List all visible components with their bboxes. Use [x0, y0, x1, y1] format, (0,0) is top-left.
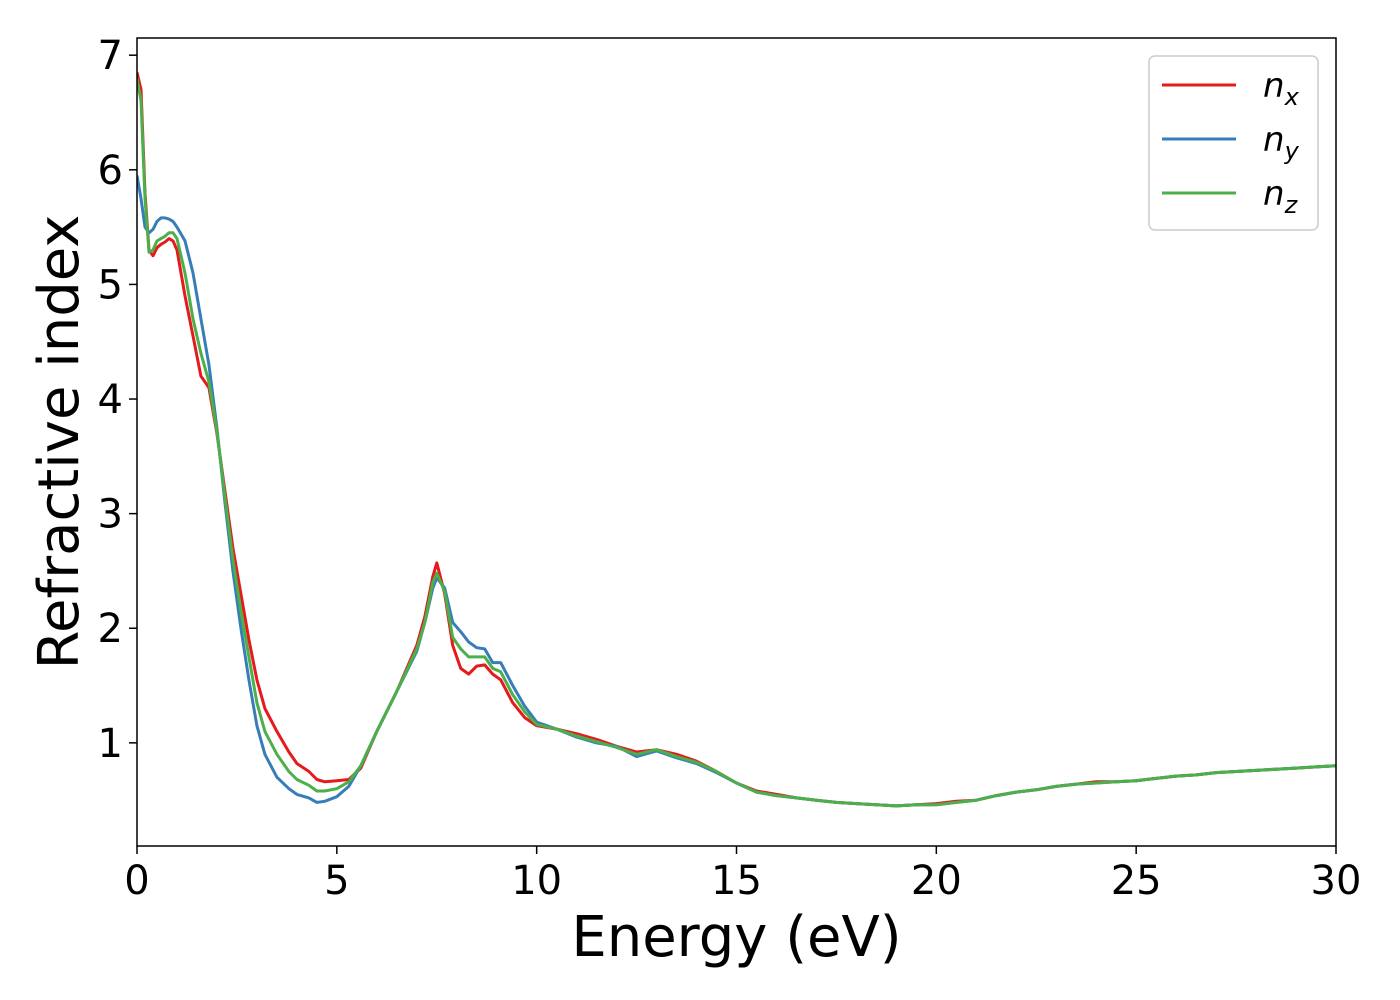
- y-axis: 1 2 3 4 5 6 7: [98, 33, 137, 767]
- y-tick-label: 6: [98, 148, 123, 194]
- series-line-ny: [137, 176, 1336, 806]
- x-tick-label: 15: [711, 858, 762, 904]
- y-axis-label: Refractive index: [27, 215, 92, 670]
- y-tick-label: 3: [98, 492, 123, 538]
- x-tick-label: 20: [911, 858, 962, 904]
- y-tick-label: 1: [98, 721, 123, 767]
- y-tick-label: 4: [98, 377, 123, 423]
- x-axis-label: Energy (eV): [571, 905, 901, 970]
- y-tick-label: 5: [98, 262, 123, 308]
- x-tick-label: 10: [511, 858, 562, 904]
- x-axis: 0 5 10 15 20 25 30: [124, 846, 1361, 904]
- x-tick-label: 25: [1111, 858, 1162, 904]
- y-tick-label: 2: [98, 606, 123, 652]
- y-tick-label: 7: [98, 33, 123, 79]
- x-tick-label: 30: [1311, 858, 1362, 904]
- x-tick-label: 0: [124, 858, 149, 904]
- x-tick-label: 5: [324, 858, 349, 904]
